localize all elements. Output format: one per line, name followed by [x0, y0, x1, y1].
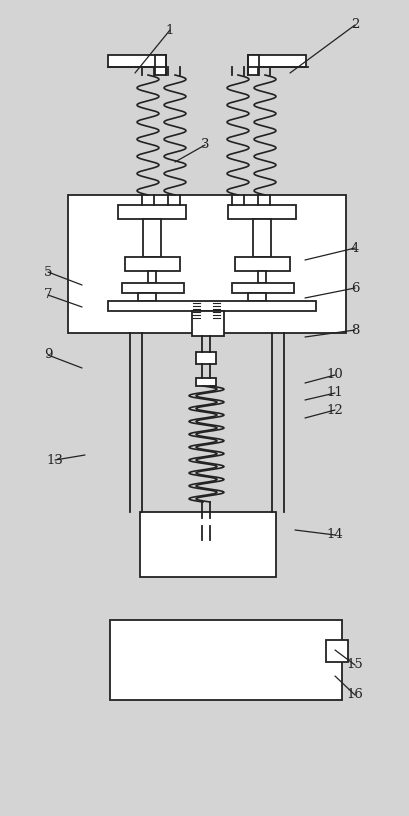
- Bar: [118, 205, 186, 219]
- Bar: [122, 283, 184, 293]
- Bar: [234, 257, 289, 271]
- Bar: [247, 55, 258, 75]
- Bar: [125, 257, 180, 271]
- Bar: [325, 640, 347, 662]
- Text: 4: 4: [350, 242, 358, 255]
- Bar: [247, 55, 305, 67]
- Text: 14: 14: [326, 529, 343, 542]
- Bar: [247, 293, 265, 301]
- Text: 6: 6: [350, 282, 358, 295]
- Bar: [155, 55, 166, 75]
- Bar: [191, 311, 223, 336]
- Text: 2: 2: [350, 19, 358, 32]
- Bar: [231, 283, 293, 293]
- Text: 10: 10: [326, 369, 343, 382]
- Bar: [139, 512, 275, 577]
- Bar: [138, 293, 155, 301]
- Text: 9: 9: [44, 348, 52, 361]
- Bar: [108, 55, 166, 67]
- Bar: [110, 620, 341, 700]
- Bar: [108, 301, 315, 311]
- Text: 15: 15: [346, 659, 362, 672]
- Text: 5: 5: [44, 265, 52, 278]
- Text: 16: 16: [346, 689, 362, 702]
- Text: 11: 11: [326, 387, 343, 400]
- Text: 13: 13: [47, 454, 63, 467]
- Text: 1: 1: [165, 24, 174, 37]
- Bar: [227, 205, 295, 219]
- Bar: [252, 219, 270, 257]
- Bar: [148, 271, 155, 283]
- Bar: [257, 271, 265, 283]
- Bar: [196, 518, 216, 526]
- Bar: [68, 195, 345, 333]
- Text: 12: 12: [326, 403, 343, 416]
- Text: 8: 8: [350, 323, 358, 336]
- Bar: [196, 378, 216, 386]
- Text: 7: 7: [44, 289, 52, 301]
- Bar: [196, 352, 216, 364]
- Text: 3: 3: [200, 139, 209, 152]
- Bar: [143, 219, 161, 257]
